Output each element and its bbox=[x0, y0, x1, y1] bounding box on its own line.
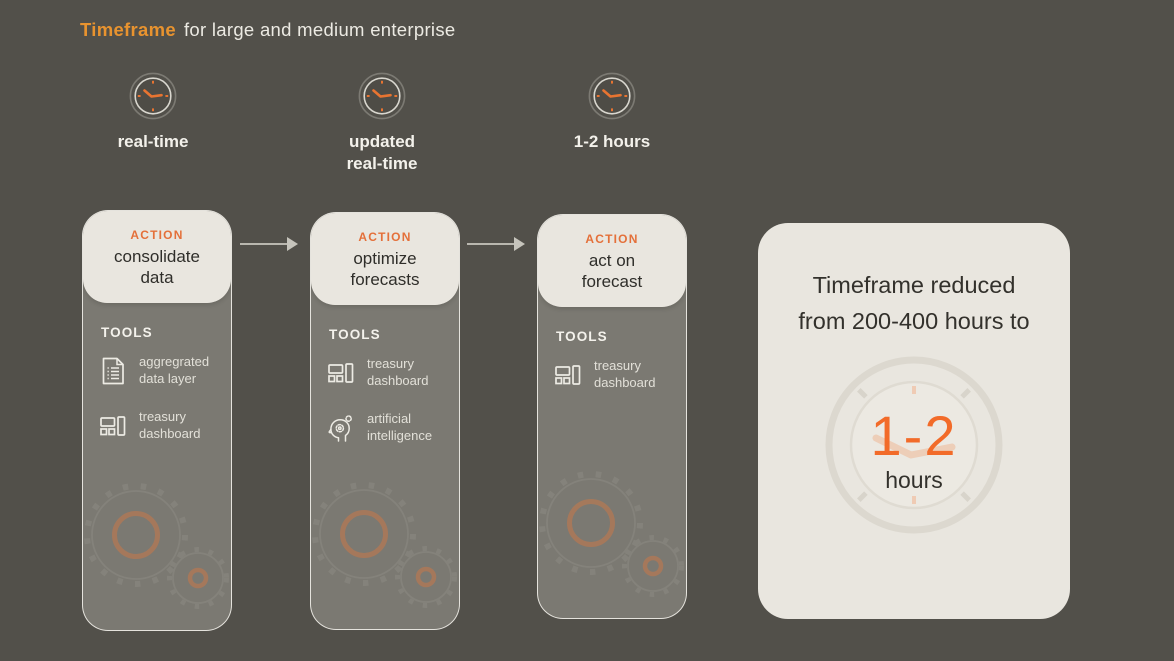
action-heading: ACTION bbox=[358, 230, 412, 245]
tool-item: treasury dashboard bbox=[326, 356, 454, 390]
timeframe-stage-3: 1-2 hours bbox=[532, 72, 692, 153]
action-text: optimize forecasts bbox=[350, 249, 420, 289]
gears-watermark bbox=[539, 471, 684, 597]
tool-item: artificial intelligence bbox=[326, 411, 454, 445]
action-card: ACTION optimize forecasts bbox=[311, 213, 459, 305]
tools-heading: TOOLS bbox=[101, 325, 153, 340]
timeframe-stage-1: real-time bbox=[73, 72, 233, 153]
summary-card: Timeframe reduced from 200-400 hours to bbox=[758, 223, 1070, 619]
arrow-head bbox=[514, 237, 525, 251]
big-clock-text: 1-2 hours bbox=[814, 351, 1014, 551]
time-label: updated real-time bbox=[346, 132, 418, 174]
ai-head-icon bbox=[328, 414, 352, 442]
summary-heading: Timeframe reduced from 200-400 hours to bbox=[798, 272, 1030, 335]
gears-watermark bbox=[84, 483, 229, 609]
action-text: act on forecast bbox=[581, 251, 643, 291]
tool-item: aggregrated data layer bbox=[98, 354, 226, 388]
action-text: consolidate data bbox=[113, 247, 200, 287]
tool-label: treasury dashboard bbox=[367, 356, 429, 388]
document-list-icon bbox=[102, 357, 124, 385]
tool-label: treasury dashboard bbox=[594, 358, 656, 390]
arrow-head bbox=[287, 237, 298, 251]
tool-item: treasury dashboard bbox=[553, 358, 681, 392]
tool-label: aggregrated data layer bbox=[139, 354, 210, 386]
flow-arrow bbox=[467, 237, 525, 251]
tools-list: treasury dashboard artificial intelligen… bbox=[326, 356, 454, 445]
clock-icon bbox=[588, 72, 636, 120]
time-label: 1-2 hours bbox=[573, 132, 651, 151]
arrow-shaft bbox=[467, 243, 516, 245]
big-clock: 1-2 hours bbox=[814, 345, 1014, 545]
tools-heading: TOOLS bbox=[556, 329, 608, 344]
tool-label: artificial intelligence bbox=[367, 410, 433, 443]
flow-arrow bbox=[240, 237, 298, 251]
tool-label: treasury dashboard bbox=[139, 408, 201, 441]
dashboard-icon bbox=[555, 365, 581, 385]
tools-list: treasury dashboard bbox=[553, 358, 681, 392]
gears-watermark bbox=[312, 482, 457, 608]
title-rest: for large and medium enterprise bbox=[183, 19, 456, 40]
action-card: ACTION act on forecast bbox=[538, 215, 686, 307]
tools-heading: TOOLS bbox=[329, 327, 381, 342]
tool-item: treasury dashboard bbox=[98, 409, 226, 443]
clock-icon bbox=[129, 72, 177, 120]
action-heading: ACTION bbox=[130, 228, 184, 243]
stage-column-act-on-forecast: ACTION act on forecast TOOLS treasury da… bbox=[537, 214, 687, 619]
title-accent: Timeframe bbox=[80, 19, 176, 40]
action-card: ACTION consolidate data bbox=[83, 211, 231, 303]
arrow-shaft bbox=[240, 243, 289, 245]
page-title: Timeframe for large and medium enterprise bbox=[80, 19, 455, 41]
stage-column-consolidate-data: ACTION consolidate data TOOLS aggregrate… bbox=[82, 210, 232, 631]
action-heading: ACTION bbox=[585, 232, 639, 247]
time-label: real-time bbox=[117, 132, 189, 151]
reduced-hours-value: 1-2 bbox=[870, 404, 958, 467]
clock-icon bbox=[358, 72, 406, 120]
stage-column-optimize-forecasts: ACTION optimize forecasts TOOLS treasury… bbox=[310, 212, 460, 630]
tools-list: aggregrated data layer treasury dashboar… bbox=[98, 354, 226, 443]
reduced-hours-unit: hours bbox=[885, 467, 943, 493]
timeframe-stage-2: updated real-time bbox=[302, 72, 462, 175]
big-clock-icon bbox=[825, 356, 1003, 534]
dashboard-icon bbox=[328, 363, 354, 383]
dashboard-icon bbox=[100, 415, 126, 436]
